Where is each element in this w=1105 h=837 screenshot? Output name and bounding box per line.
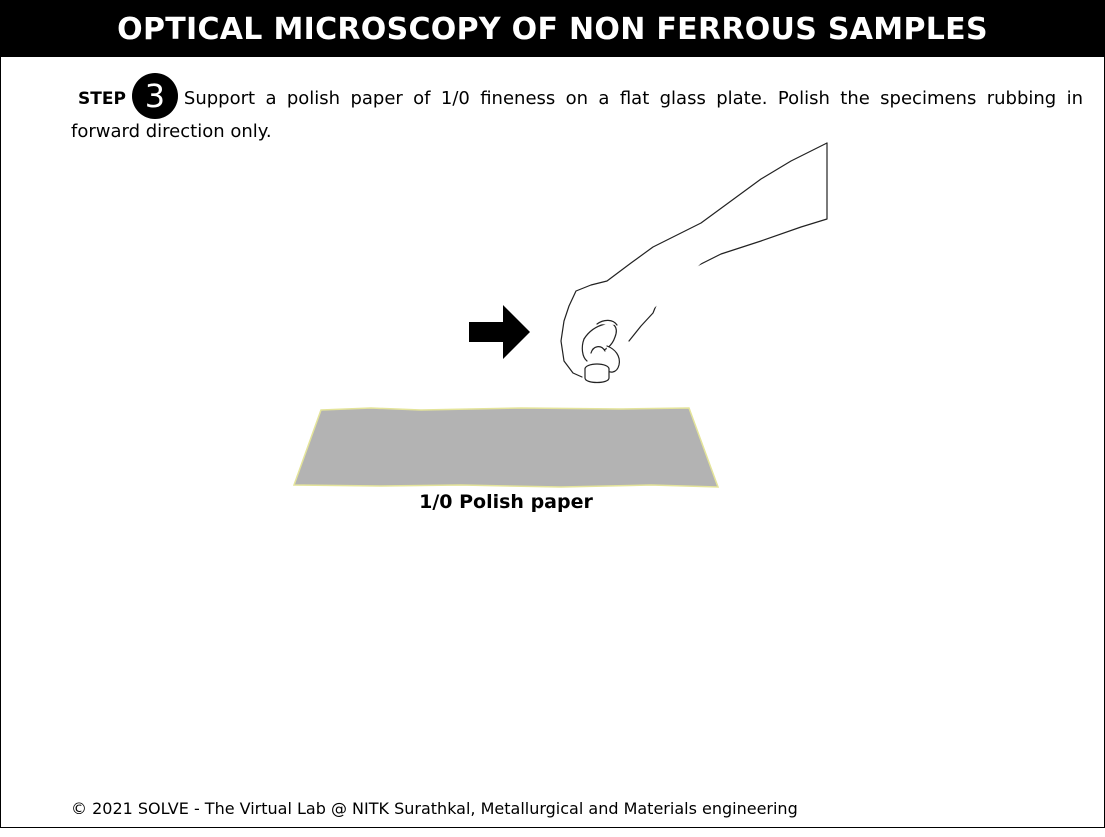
step-instruction: Support a polish paper of 1/0 fineness o… <box>71 88 1083 142</box>
paper-caption: 1/0 Polish paper <box>419 491 593 513</box>
step-label: STEP <box>78 89 126 109</box>
right-arrow-icon <box>469 305 530 359</box>
hand-icon <box>560 142 828 384</box>
footer-copyright: © 2021 SOLVE - The Virtual Lab @ NITK Su… <box>71 799 798 818</box>
polish-paper <box>292 407 720 488</box>
step-instruction-block: STEP 3 Support a polish paper of 1/0 finen… <box>71 73 1083 145</box>
page-title: OPTICAL MICROSCOPY OF NON FERROUS SAMPLE… <box>1 1 1104 57</box>
step-number-badge: 3 <box>131 73 178 119</box>
